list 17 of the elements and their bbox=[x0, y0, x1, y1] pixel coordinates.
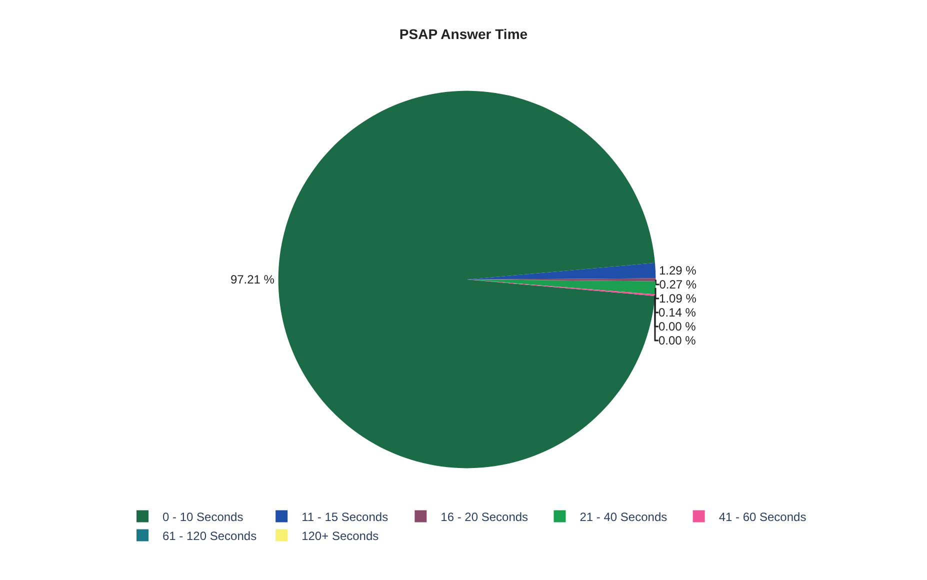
text: 0.00 % bbox=[658, 320, 696, 334]
data-label: 0.27 % bbox=[659, 278, 697, 292]
legend-label: 21 - 40 Seconds bbox=[580, 510, 668, 524]
legend-label: 41 - 60 Seconds bbox=[718, 510, 806, 524]
legend-label: 16 - 20 Seconds bbox=[440, 510, 528, 524]
legend-label: 11 - 15 Seconds bbox=[302, 510, 388, 524]
data-label: 97.21 % bbox=[230, 272, 275, 287]
pie-slice bbox=[467, 262, 656, 280]
data-label: 0.14 % bbox=[658, 306, 696, 320]
data-label: 1.29 % bbox=[658, 264, 697, 278]
data-label: 1.09 % bbox=[659, 292, 697, 306]
chart-title: PSAP Answer Time bbox=[399, 26, 528, 42]
text: 0.00 % bbox=[658, 334, 696, 348]
pie-slice bbox=[278, 91, 655, 468]
legend-label: 0 - 10 Seconds bbox=[162, 510, 244, 524]
legend-label: 120+ Seconds bbox=[302, 528, 379, 543]
legend-label: 61 - 120 Seconds bbox=[162, 528, 257, 543]
